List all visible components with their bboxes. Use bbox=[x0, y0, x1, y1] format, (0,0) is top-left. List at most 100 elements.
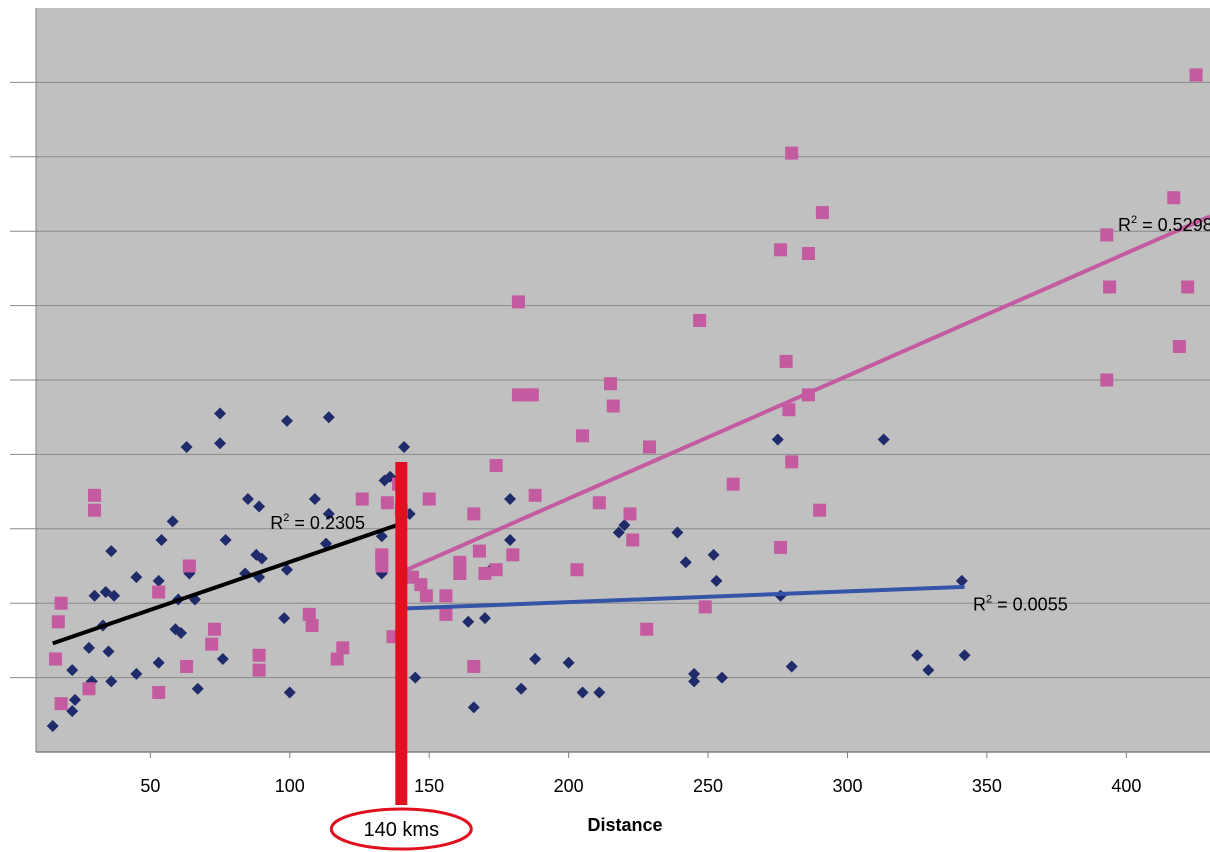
data-point-diamond bbox=[253, 500, 266, 513]
data-point-square bbox=[88, 488, 102, 502]
data-point-square bbox=[489, 563, 503, 577]
data-point-diamond bbox=[283, 686, 296, 699]
data-point-diamond bbox=[130, 667, 143, 680]
data-point-diamond bbox=[108, 589, 121, 602]
data-point-square bbox=[726, 477, 740, 491]
data-point-diamond bbox=[679, 556, 692, 569]
data-point-square bbox=[252, 648, 266, 662]
data-point-square bbox=[1181, 280, 1195, 294]
data-point-square bbox=[453, 566, 467, 580]
data-point-diamond bbox=[515, 682, 528, 695]
data-point-diamond bbox=[922, 664, 935, 677]
data-point-diamond bbox=[562, 656, 575, 669]
data-point-diamond bbox=[576, 686, 589, 699]
data-point-diamond bbox=[214, 407, 227, 420]
data-point-diamond bbox=[504, 493, 517, 506]
data-point-square bbox=[785, 146, 799, 160]
data-point-diamond bbox=[877, 433, 890, 446]
data-point-square bbox=[439, 589, 453, 603]
x-tick-label: 350 bbox=[972, 776, 1002, 796]
data-point-diamond bbox=[478, 612, 491, 625]
data-point-square bbox=[302, 607, 316, 621]
data-point-diamond bbox=[710, 574, 723, 587]
data-point-diamond bbox=[191, 682, 204, 695]
data-point-square bbox=[467, 659, 481, 673]
data-point-square bbox=[375, 552, 389, 566]
data-point-diamond bbox=[130, 571, 143, 584]
y-axis-ticks bbox=[10, 81, 36, 679]
data-point-square bbox=[1172, 340, 1186, 354]
trendline-1 bbox=[52, 521, 402, 646]
trendline-3 bbox=[406, 214, 1210, 572]
data-point-square bbox=[336, 641, 350, 655]
threshold-bar bbox=[395, 462, 408, 805]
data-point-diamond bbox=[467, 701, 480, 714]
threshold-label-ellipse bbox=[329, 807, 473, 851]
data-point-square bbox=[1189, 68, 1203, 82]
data-point-square bbox=[330, 652, 344, 666]
data-point-diamond bbox=[707, 548, 720, 561]
data-point-square bbox=[439, 607, 453, 621]
x-axis-ticks: 50 100 150 200 250 300 350 400 bbox=[140, 752, 1141, 796]
data-point-square bbox=[380, 496, 394, 510]
data-point-diamond bbox=[911, 649, 924, 662]
data-point-square bbox=[419, 589, 433, 603]
data-point-square bbox=[478, 566, 492, 580]
trendlines: R2 = 0.2305 R2 = 0.0055 R2 = 0.5298 bbox=[52, 214, 1210, 646]
data-point-square bbox=[779, 354, 793, 368]
data-point-diamond bbox=[241, 493, 254, 506]
data-point-square bbox=[693, 313, 707, 327]
data-point-diamond bbox=[278, 612, 291, 625]
data-point-square bbox=[640, 622, 654, 636]
data-point-square bbox=[54, 596, 68, 610]
data-point-square bbox=[592, 496, 606, 510]
data-point-square bbox=[152, 685, 166, 699]
data-point-square bbox=[182, 559, 196, 573]
data-point-diamond bbox=[398, 440, 411, 453]
data-point-square bbox=[1103, 280, 1117, 294]
trendline-2 bbox=[406, 584, 965, 611]
data-point-diamond bbox=[322, 411, 335, 424]
data-point-diamond bbox=[280, 563, 293, 576]
data-point-square bbox=[813, 503, 827, 517]
series-2 bbox=[49, 68, 1203, 711]
data-point-diamond bbox=[593, 686, 606, 699]
data-point-square bbox=[774, 243, 788, 257]
data-point-diamond bbox=[671, 526, 684, 539]
data-point-square bbox=[603, 377, 617, 391]
data-point-square bbox=[698, 600, 712, 614]
r2-label: R2 = 0.2305 bbox=[270, 512, 365, 533]
data-point-square bbox=[82, 682, 96, 696]
data-point-square bbox=[205, 637, 219, 651]
x-tick-label: 100 bbox=[275, 776, 305, 796]
data-point-square bbox=[606, 399, 620, 413]
data-point-square bbox=[1100, 373, 1114, 387]
data-point-square bbox=[525, 388, 539, 402]
data-point-diamond bbox=[958, 649, 971, 662]
series-1 bbox=[46, 407, 971, 732]
data-point-square bbox=[252, 663, 266, 677]
data-point-diamond bbox=[105, 545, 118, 558]
data-point-diamond bbox=[322, 507, 335, 520]
data-point-diamond bbox=[99, 586, 112, 599]
x-tick-label: 50 bbox=[140, 776, 160, 796]
data-point-diamond bbox=[216, 653, 229, 665]
data-point-square bbox=[180, 659, 194, 673]
data-point-diamond bbox=[688, 675, 701, 688]
data-point-square bbox=[626, 533, 640, 547]
data-point-square bbox=[576, 429, 590, 443]
data-point-diamond bbox=[409, 671, 422, 684]
data-point-diamond bbox=[155, 533, 168, 546]
data-point-square bbox=[51, 615, 65, 629]
data-series bbox=[46, 68, 1203, 732]
data-point-diamond bbox=[166, 515, 179, 528]
data-point-square bbox=[1167, 191, 1181, 205]
data-point-diamond bbox=[529, 653, 542, 665]
data-point-diamond bbox=[955, 574, 968, 587]
data-point-diamond bbox=[82, 641, 95, 654]
data-point-square bbox=[489, 459, 503, 473]
data-point-square bbox=[782, 403, 796, 417]
x-tick-label: 400 bbox=[1111, 776, 1141, 796]
data-point-square bbox=[528, 488, 542, 502]
